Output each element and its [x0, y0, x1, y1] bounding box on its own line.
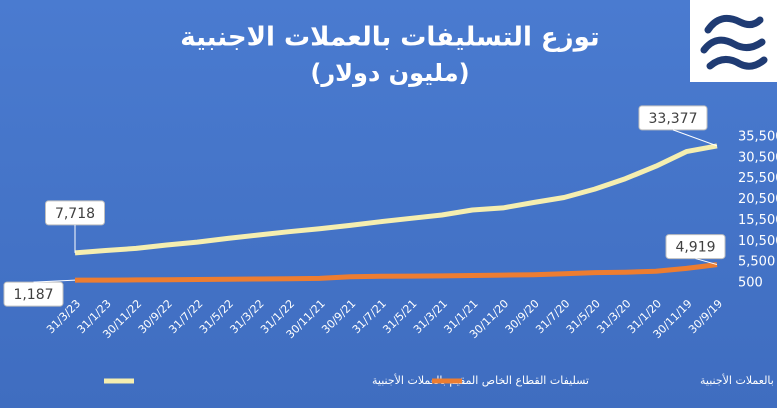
y-tick-label: 10,500: [738, 234, 777, 249]
y-tick-label: 20,500: [738, 192, 777, 207]
y-tick-label: 30,500: [738, 150, 777, 165]
y-tick-label: 15,500: [738, 213, 777, 228]
y-tick-label: 25,500: [738, 171, 777, 186]
data-label: 7,718: [55, 206, 95, 222]
data-label-leader: [672, 129, 718, 147]
chart-subtitle: (مليون دولار): [310, 59, 469, 87]
legend-label: تسليفات القطاع الخاص غير المقيم بالعملات…: [700, 373, 777, 387]
series-line: [75, 262, 718, 283]
data-label: 4,919: [675, 240, 715, 256]
logo: [690, 0, 777, 82]
data-label: 1,187: [13, 287, 53, 303]
chart-title: توزع التسليفات بالعملات الاجنبية: [180, 23, 599, 53]
data-label-box: 1,187: [3, 279, 76, 307]
legend-label: تسليفات القطاع الخاص المقيم بالعملات الأ…: [372, 373, 589, 387]
data-label-leader: [695, 258, 718, 266]
y-tick-label: 35,500: [738, 130, 777, 145]
data-label: 33,377: [649, 111, 698, 127]
data-label-box: 4,919: [665, 234, 726, 266]
series-line: [74, 143, 718, 256]
y-tick-label: 5,500: [738, 255, 775, 270]
data-label-box: 33,377: [638, 105, 718, 147]
data-label-leader: [33, 279, 76, 283]
data-label-box: 7,718: [45, 200, 105, 253]
y-tick-label: 500: [738, 276, 763, 291]
